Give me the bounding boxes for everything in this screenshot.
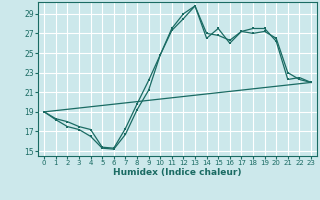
X-axis label: Humidex (Indice chaleur): Humidex (Indice chaleur): [113, 168, 242, 177]
